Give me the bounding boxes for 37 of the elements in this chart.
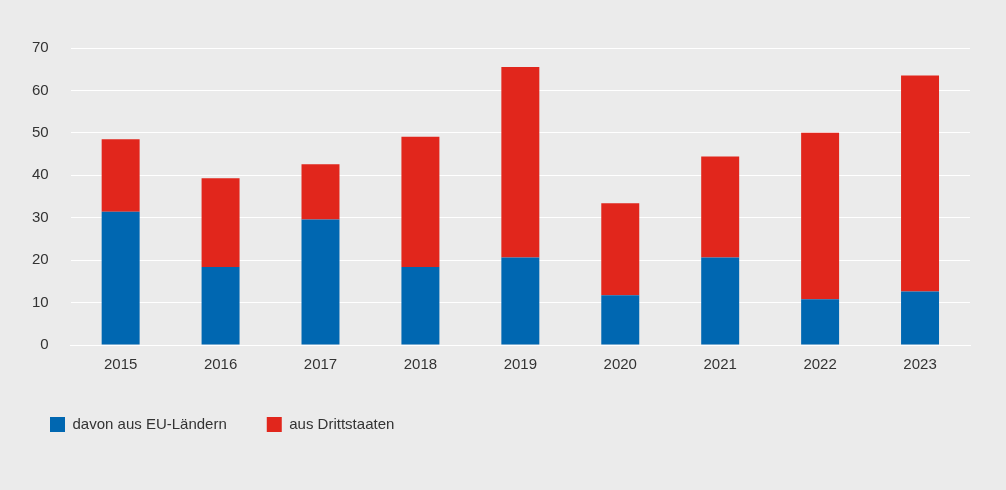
- bar: [401, 136, 440, 267]
- bar: [901, 291, 940, 345]
- x-tick-label: 2023: [903, 355, 937, 373]
- x-tick-label: 2020: [603, 355, 637, 373]
- legend-label: aus Drittstaaten: [289, 414, 395, 432]
- bar: [301, 164, 340, 220]
- y-tick-label: 10: [32, 292, 49, 310]
- bar: [501, 257, 540, 345]
- x-tick-label: 2016: [203, 355, 238, 373]
- bar: [701, 156, 740, 258]
- bar: [101, 139, 140, 212]
- x-tick-label: 2015: [103, 355, 138, 373]
- bar: [401, 266, 440, 345]
- legend-label: davon aus EU-Ländern: [72, 414, 227, 432]
- bar: [601, 203, 640, 296]
- bar: [701, 257, 740, 345]
- bar: [101, 211, 140, 345]
- bar: [801, 132, 840, 300]
- x-tick-label: 2019: [503, 355, 538, 373]
- bar: [901, 75, 940, 292]
- x-tick-label: 2018: [403, 355, 438, 373]
- y-tick-label: 20: [32, 250, 49, 268]
- bar: [501, 67, 540, 258]
- x-tick-label: 2021: [703, 355, 737, 373]
- x-tick-label: 2022: [803, 355, 837, 373]
- y-tick-label: 50: [32, 123, 49, 140]
- bar: [601, 295, 640, 345]
- bar: [201, 178, 240, 267]
- bar: [301, 219, 340, 345]
- y-tick-label: 30: [32, 207, 49, 225]
- y-tick-label: 0: [40, 335, 49, 353]
- y-tick-label: 40: [32, 165, 49, 183]
- y-tick-label: 70: [32, 38, 49, 56]
- bar: [801, 299, 840, 345]
- bar: [201, 266, 240, 345]
- y-tick-label: 60: [32, 80, 49, 98]
- x-tick-label: 2017: [303, 355, 338, 373]
